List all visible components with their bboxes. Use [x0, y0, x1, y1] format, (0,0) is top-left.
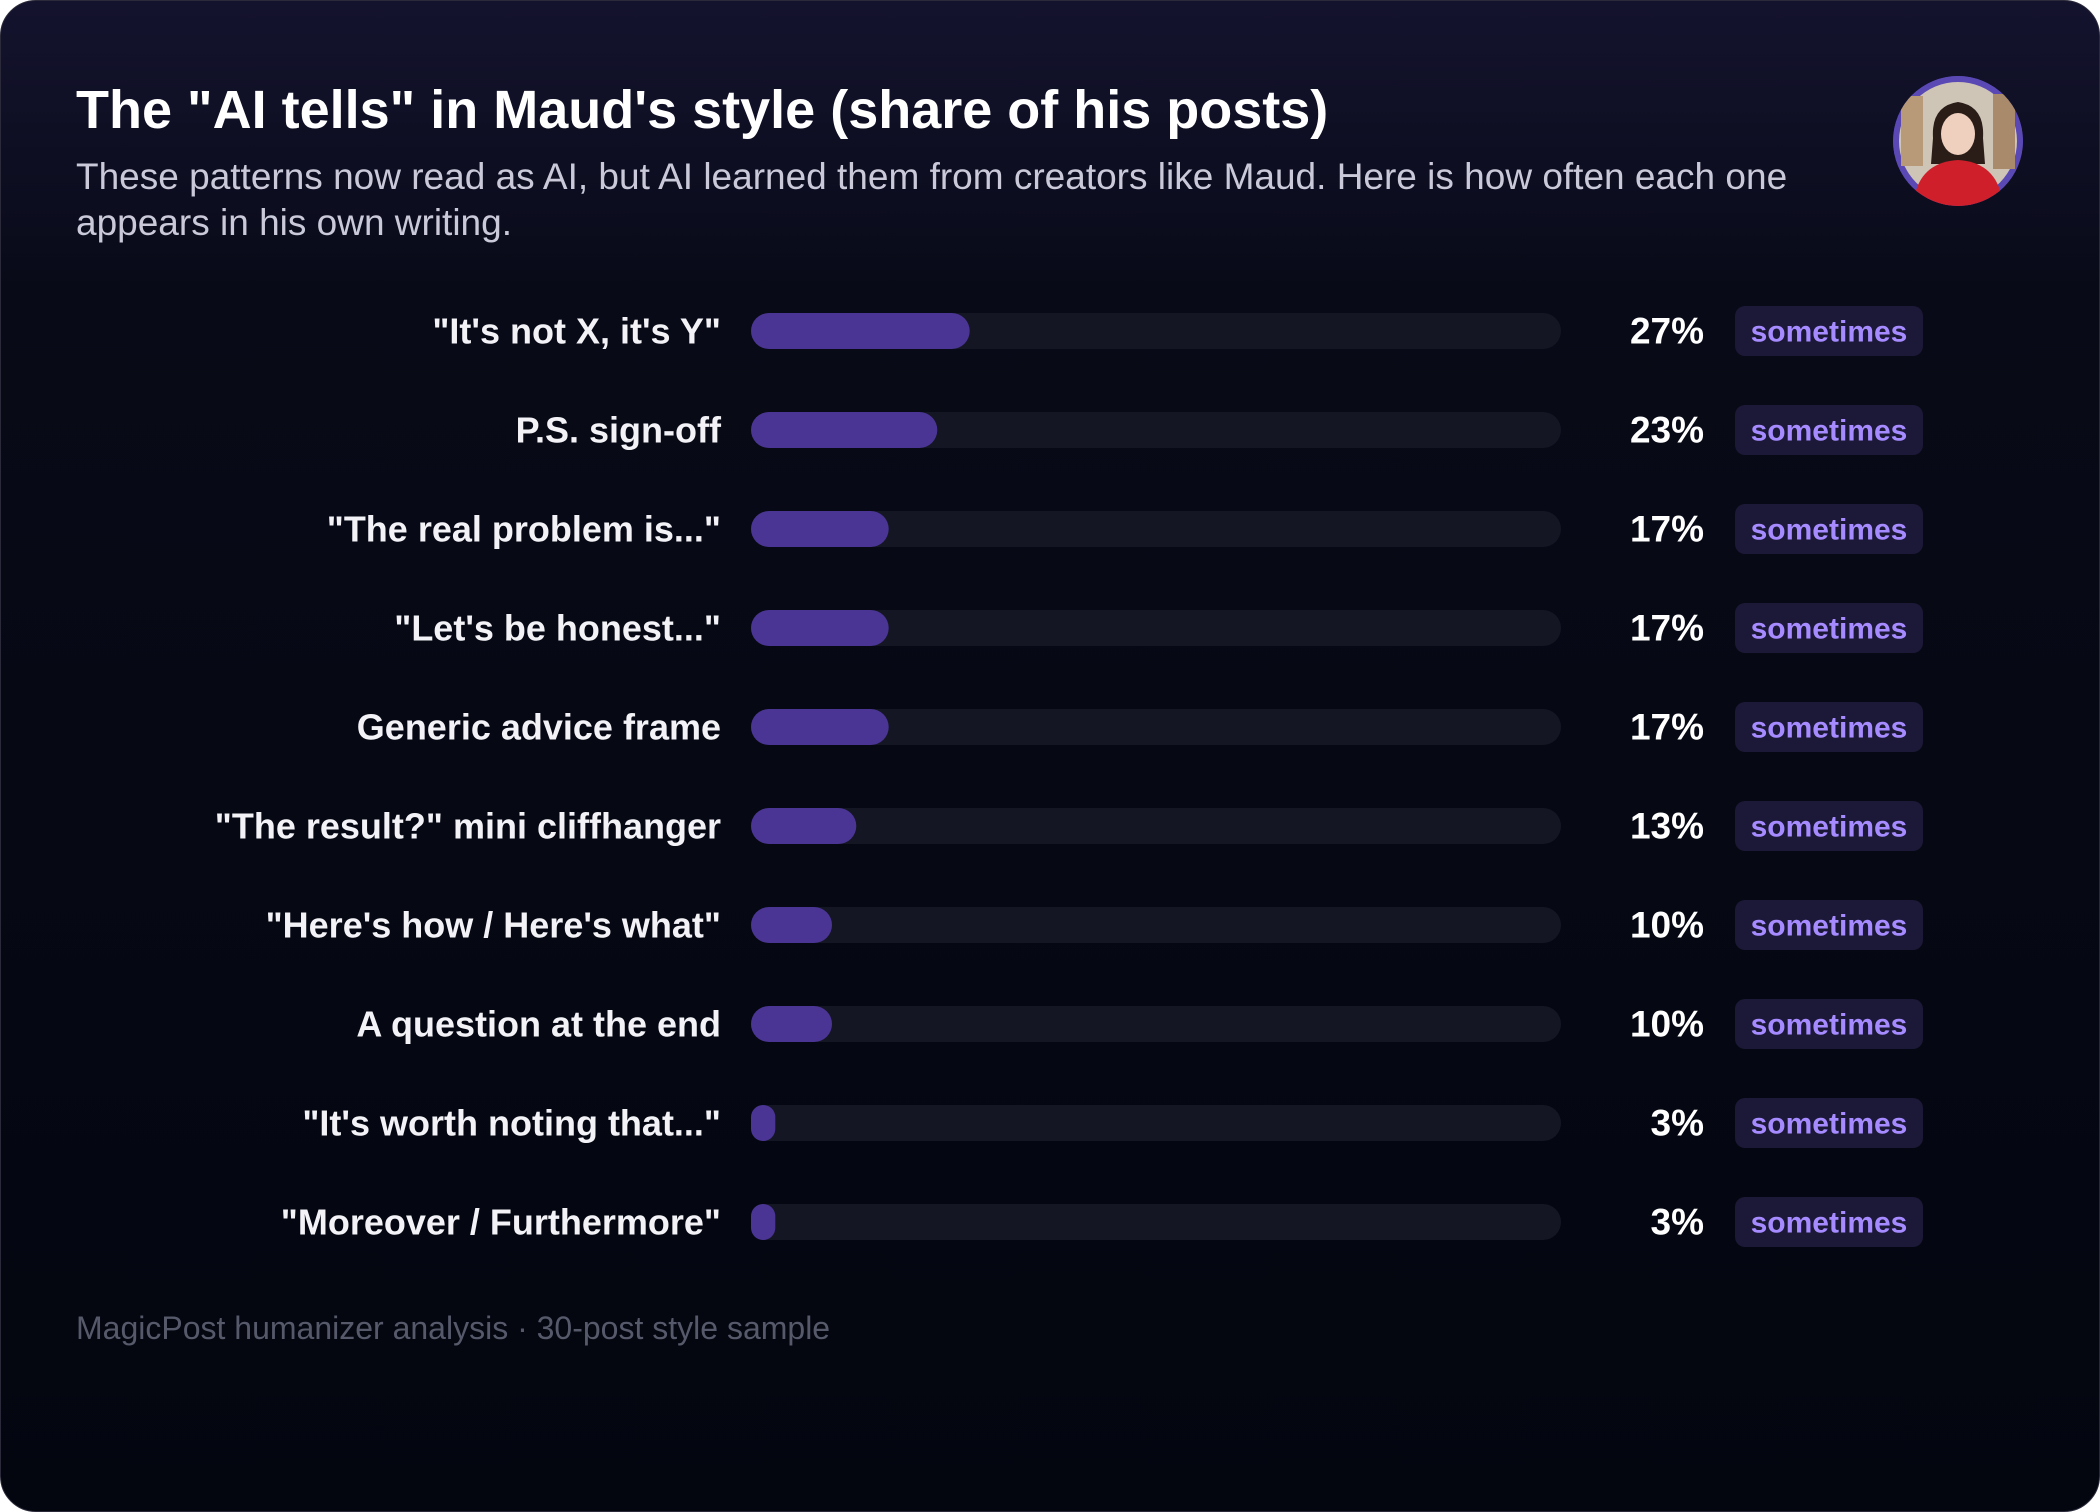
bar	[751, 1204, 776, 1240]
category-label: "Here's how / Here's what"	[266, 905, 721, 946]
badge-label: sometimes	[1751, 415, 1908, 448]
bar-row: Generic advice frame 17% sometimes	[357, 702, 1923, 752]
bar	[751, 709, 889, 745]
source-note: MagicPost humanizer analysis · 30-post s…	[76, 1310, 831, 1346]
value-label: 10%	[1630, 905, 1704, 946]
bar	[751, 1105, 776, 1141]
frequency-badge: sometimes	[1735, 603, 1923, 653]
chart-subtitle: These patterns now read as AI, but AI le…	[76, 156, 1788, 243]
badge-label: sometimes	[1751, 1207, 1908, 1240]
chart-title: The "AI tells" in Maud's style (share of…	[76, 80, 1329, 140]
bar	[751, 1006, 832, 1042]
badge-label: sometimes	[1751, 316, 1908, 349]
badge-background	[1735, 504, 1923, 554]
value-label: 17%	[1630, 608, 1704, 649]
bar-row: "The real problem is..." 17% sometimes	[327, 504, 1923, 554]
badge-background	[1735, 999, 1923, 1049]
bar-row: "Moreover / Furthermore" 3% sometimes	[281, 1197, 1923, 1247]
avatar	[1893, 76, 2023, 206]
value-label: 17%	[1630, 707, 1704, 748]
bar-track	[751, 907, 1561, 943]
bar	[751, 412, 938, 448]
badge-background	[1735, 603, 1923, 653]
frequency-badge: sometimes	[1735, 1197, 1923, 1247]
frequency-badge: sometimes	[1735, 1098, 1923, 1148]
bar-track	[751, 1105, 1561, 1141]
bar-row: A question at the end 10% sometimes	[356, 999, 1923, 1049]
category-label: "Moreover / Furthermore"	[281, 1202, 721, 1243]
bar-row: "It's worth noting that..." 3% sometimes	[302, 1098, 1923, 1148]
bar-track	[751, 610, 1561, 646]
value-label: 23%	[1630, 410, 1704, 451]
bar-row: P.S. sign-off 23% sometimes	[516, 405, 1923, 455]
badge-label: sometimes	[1751, 1009, 1908, 1042]
bar-row: "The result?" mini cliffhanger 13% sometim…	[215, 801, 1923, 851]
value-label: 27%	[1630, 311, 1704, 352]
bar-track	[751, 511, 1561, 547]
bar-track	[751, 1006, 1561, 1042]
category-label: "It's worth noting that..."	[302, 1103, 721, 1144]
category-label: "It's not X, it's Y"	[432, 311, 721, 352]
value-label: 17%	[1630, 509, 1704, 550]
badge-background	[1735, 1197, 1923, 1247]
category-label: "The result?" mini cliffhanger	[215, 806, 721, 847]
frequency-badge: sometimes	[1735, 405, 1923, 455]
bar-row: "Let's be honest..." 17% sometimes	[394, 603, 1923, 653]
avatar-portrait	[1893, 76, 2023, 206]
frequency-badge: sometimes	[1735, 306, 1923, 356]
bar	[751, 610, 889, 646]
value-label: 3%	[1651, 1202, 1704, 1243]
bar	[751, 511, 889, 547]
value-label: 3%	[1651, 1103, 1704, 1144]
category-label: P.S. sign-off	[516, 410, 722, 451]
badge-background	[1735, 702, 1923, 752]
badge-label: sometimes	[1751, 1108, 1908, 1141]
badge-background	[1735, 900, 1923, 950]
frequency-badge: sometimes	[1735, 999, 1923, 1049]
bar-track	[751, 808, 1561, 844]
badge-background	[1735, 306, 1923, 356]
value-label: 13%	[1630, 806, 1704, 847]
badge-label: sometimes	[1751, 910, 1908, 943]
badge-label: sometimes	[1751, 712, 1908, 745]
frequency-badge: sometimes	[1735, 801, 1923, 851]
bar-track	[751, 412, 1561, 448]
bar	[751, 808, 857, 844]
bar-track	[751, 1204, 1561, 1240]
badge-background	[1735, 405, 1923, 455]
frequency-badge: sometimes	[1735, 504, 1923, 554]
category-label: "Let's be honest..."	[394, 608, 721, 649]
frequency-badge: sometimes	[1735, 900, 1923, 950]
bar	[751, 313, 970, 349]
bar-row: "It's not X, it's Y" 27% sometimes	[432, 306, 1923, 356]
badge-background	[1735, 1098, 1923, 1148]
category-label: A question at the end	[356, 1004, 721, 1045]
bar-row: "Here's how / Here's what" 10% sometimes	[266, 900, 1923, 950]
badge-label: sometimes	[1751, 514, 1908, 547]
category-label: "The real problem is..."	[327, 509, 721, 550]
badge-background	[1735, 801, 1923, 851]
bar-track	[751, 709, 1561, 745]
category-label: Generic advice frame	[357, 707, 721, 748]
bar	[751, 907, 832, 943]
frequency-badge: sometimes	[1735, 702, 1923, 752]
badge-label: sometimes	[1751, 613, 1908, 646]
badge-label: sometimes	[1751, 811, 1908, 844]
value-label: 10%	[1630, 1004, 1704, 1045]
